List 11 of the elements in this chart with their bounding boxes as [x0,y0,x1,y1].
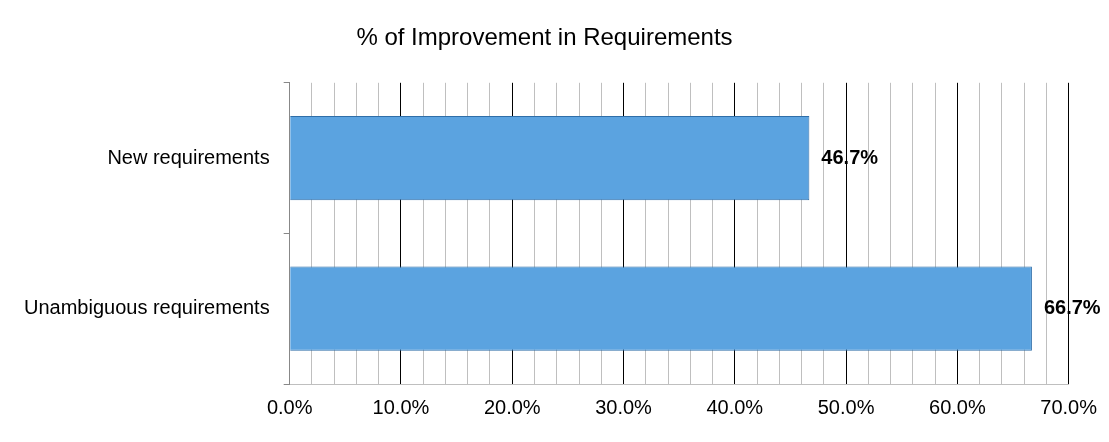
y-tick-label: Unambiguous requirements [24,296,270,319]
x-tick-label: 20.0% [483,395,541,418]
y-tick-label: New requirements [107,145,270,168]
x-tick-label: 70.0% [1040,395,1098,418]
x-tick-label: 0.0% [266,395,313,418]
x-tick-label: 30.0% [595,395,653,418]
x-tick-label: 50.0% [817,395,875,418]
x-tick-label: 60.0% [929,395,986,418]
x-tick-label: 10.0% [372,395,430,418]
x-tick-label: 40.0% [706,395,764,418]
chart-title: % of Improvement in Requirements [356,23,733,51]
